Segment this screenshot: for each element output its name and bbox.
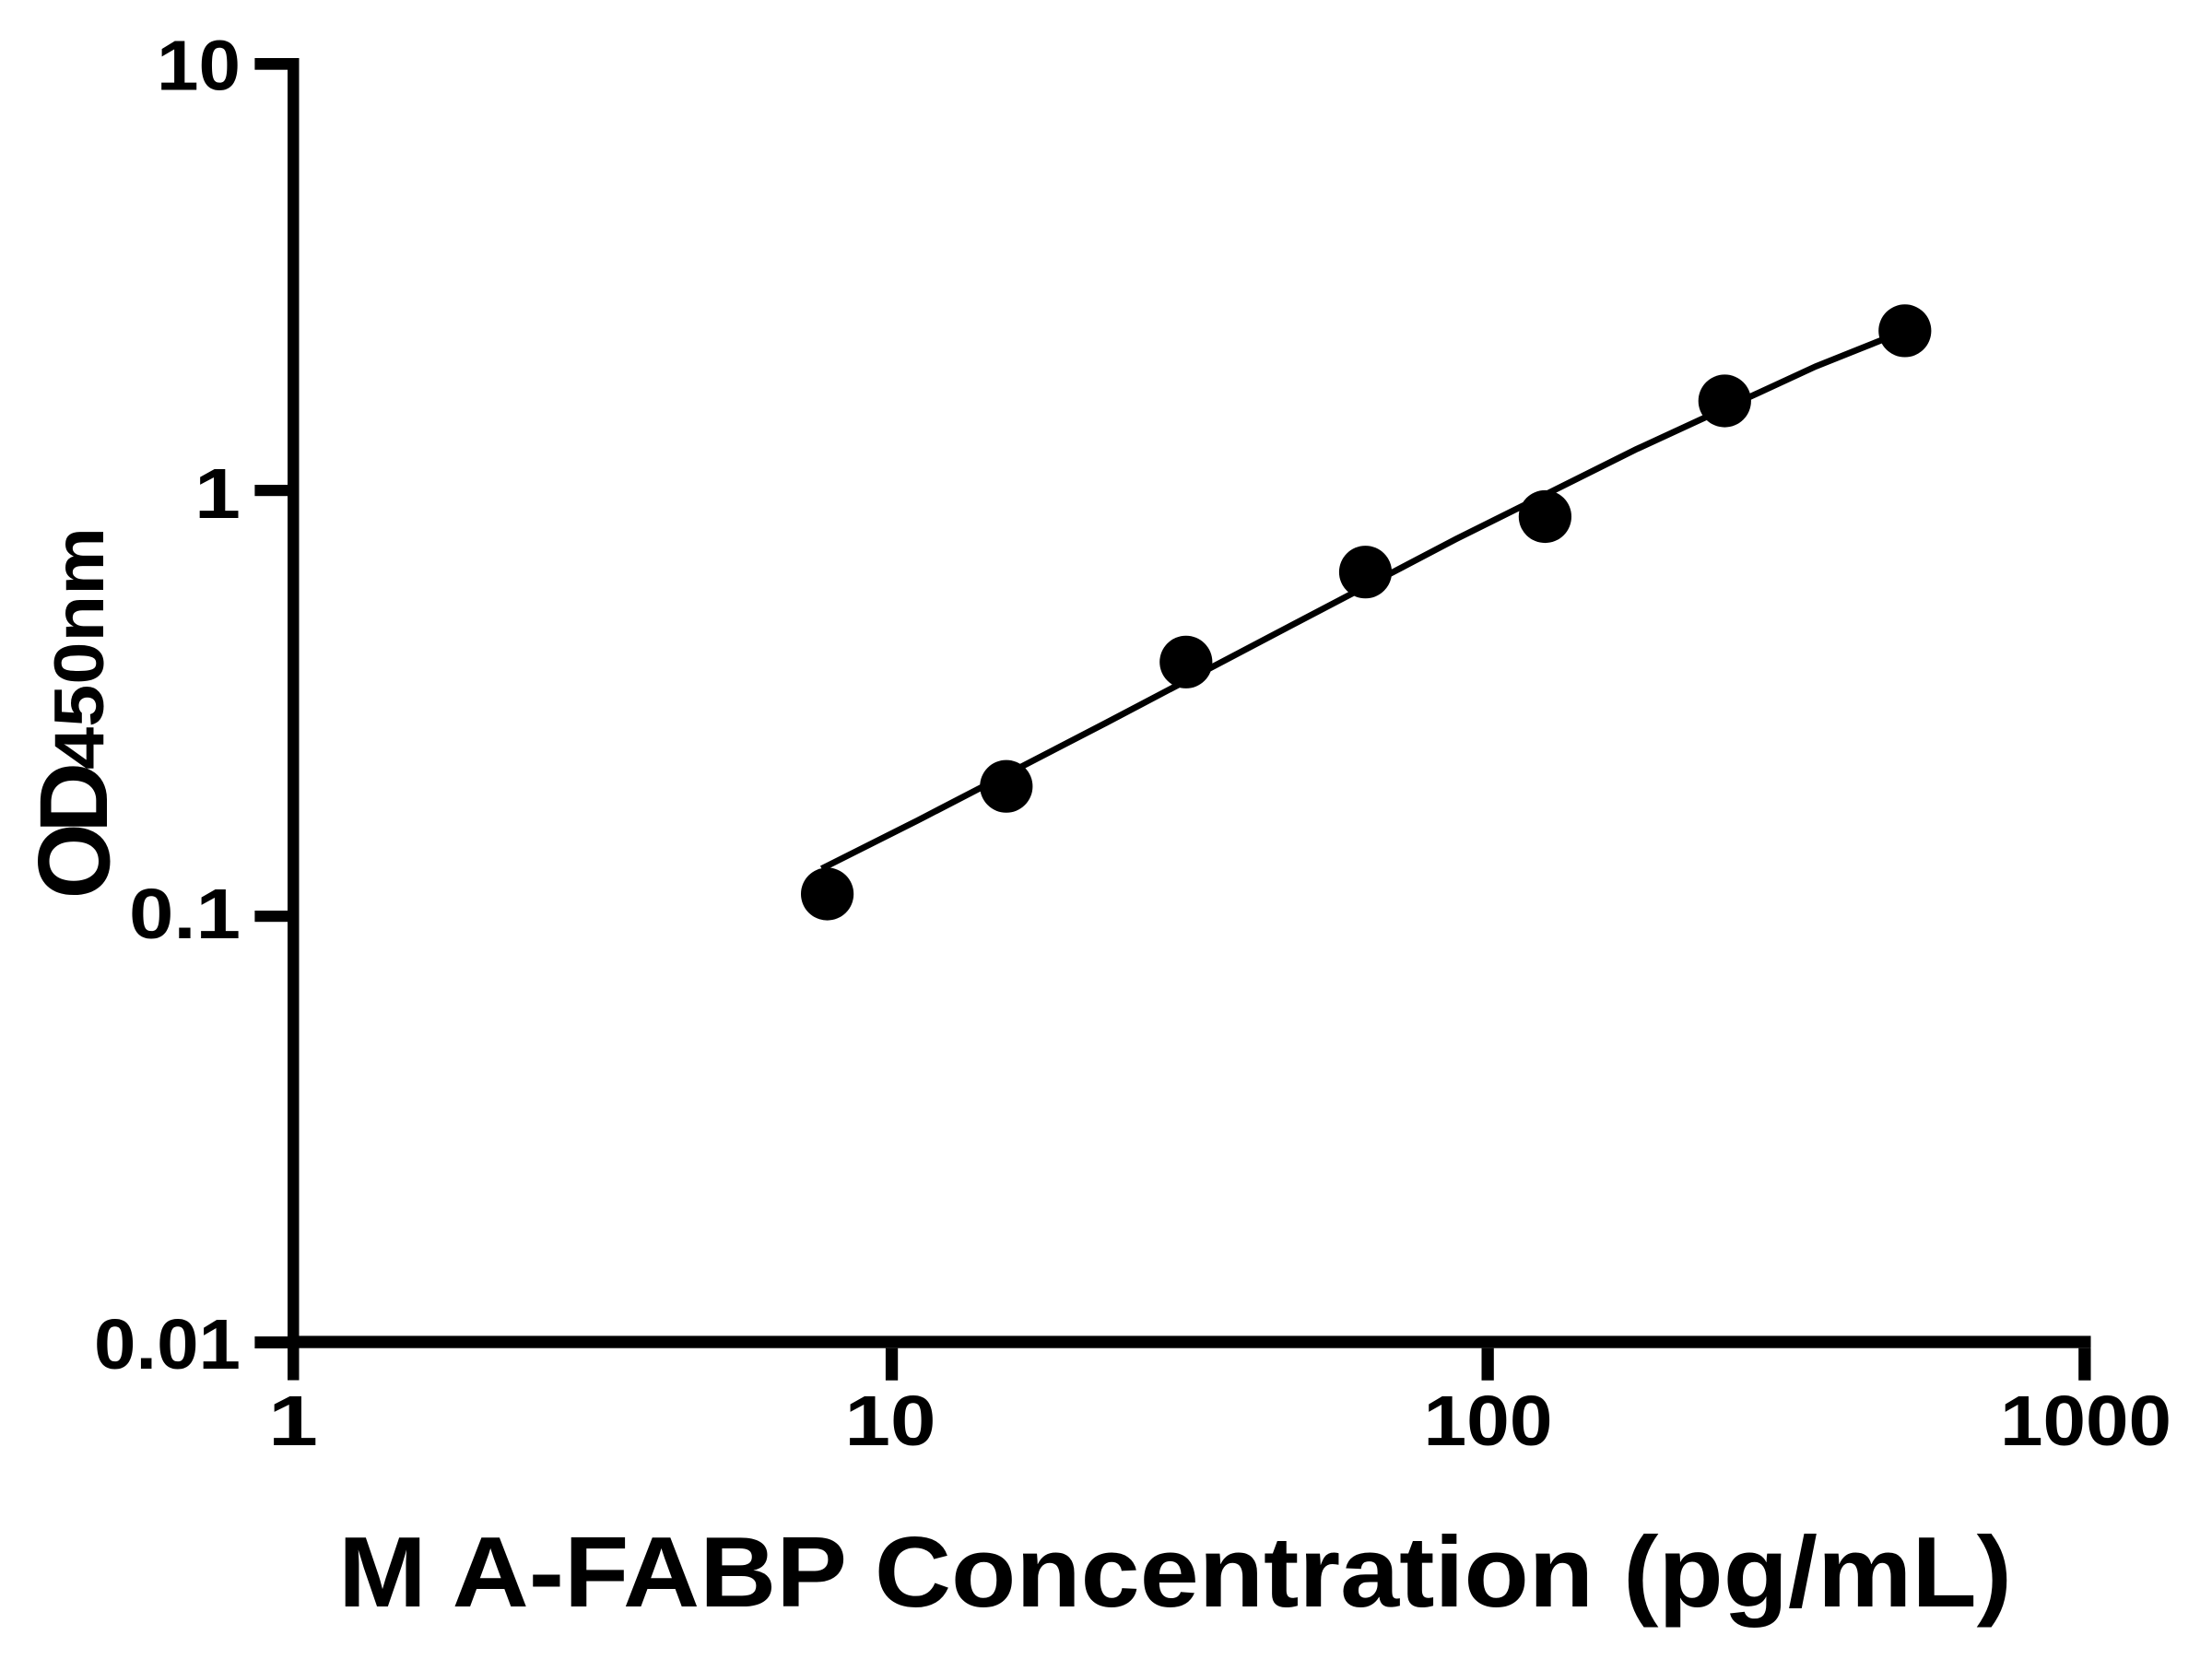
svg-text:10: 10 [845, 1382, 936, 1461]
svg-text:1: 1 [194, 454, 241, 534]
svg-text:0.1: 0.1 [129, 875, 241, 954]
svg-text:0.01: 0.01 [94, 1305, 241, 1384]
svg-text:1: 1 [268, 1382, 318, 1461]
svg-text:O: O [18, 823, 132, 899]
svg-text:10: 10 [157, 27, 241, 106]
svg-text:D: D [19, 762, 127, 833]
svg-text:M A-FABP Concentration (pg/mL): M A-FABP Concentration (pg/mL) [338, 1516, 2012, 1629]
svg-text:100: 100 [1424, 1382, 1553, 1461]
svg-text:1000: 1000 [2000, 1382, 2171, 1461]
svg-text:450nm: 450nm [40, 527, 118, 770]
